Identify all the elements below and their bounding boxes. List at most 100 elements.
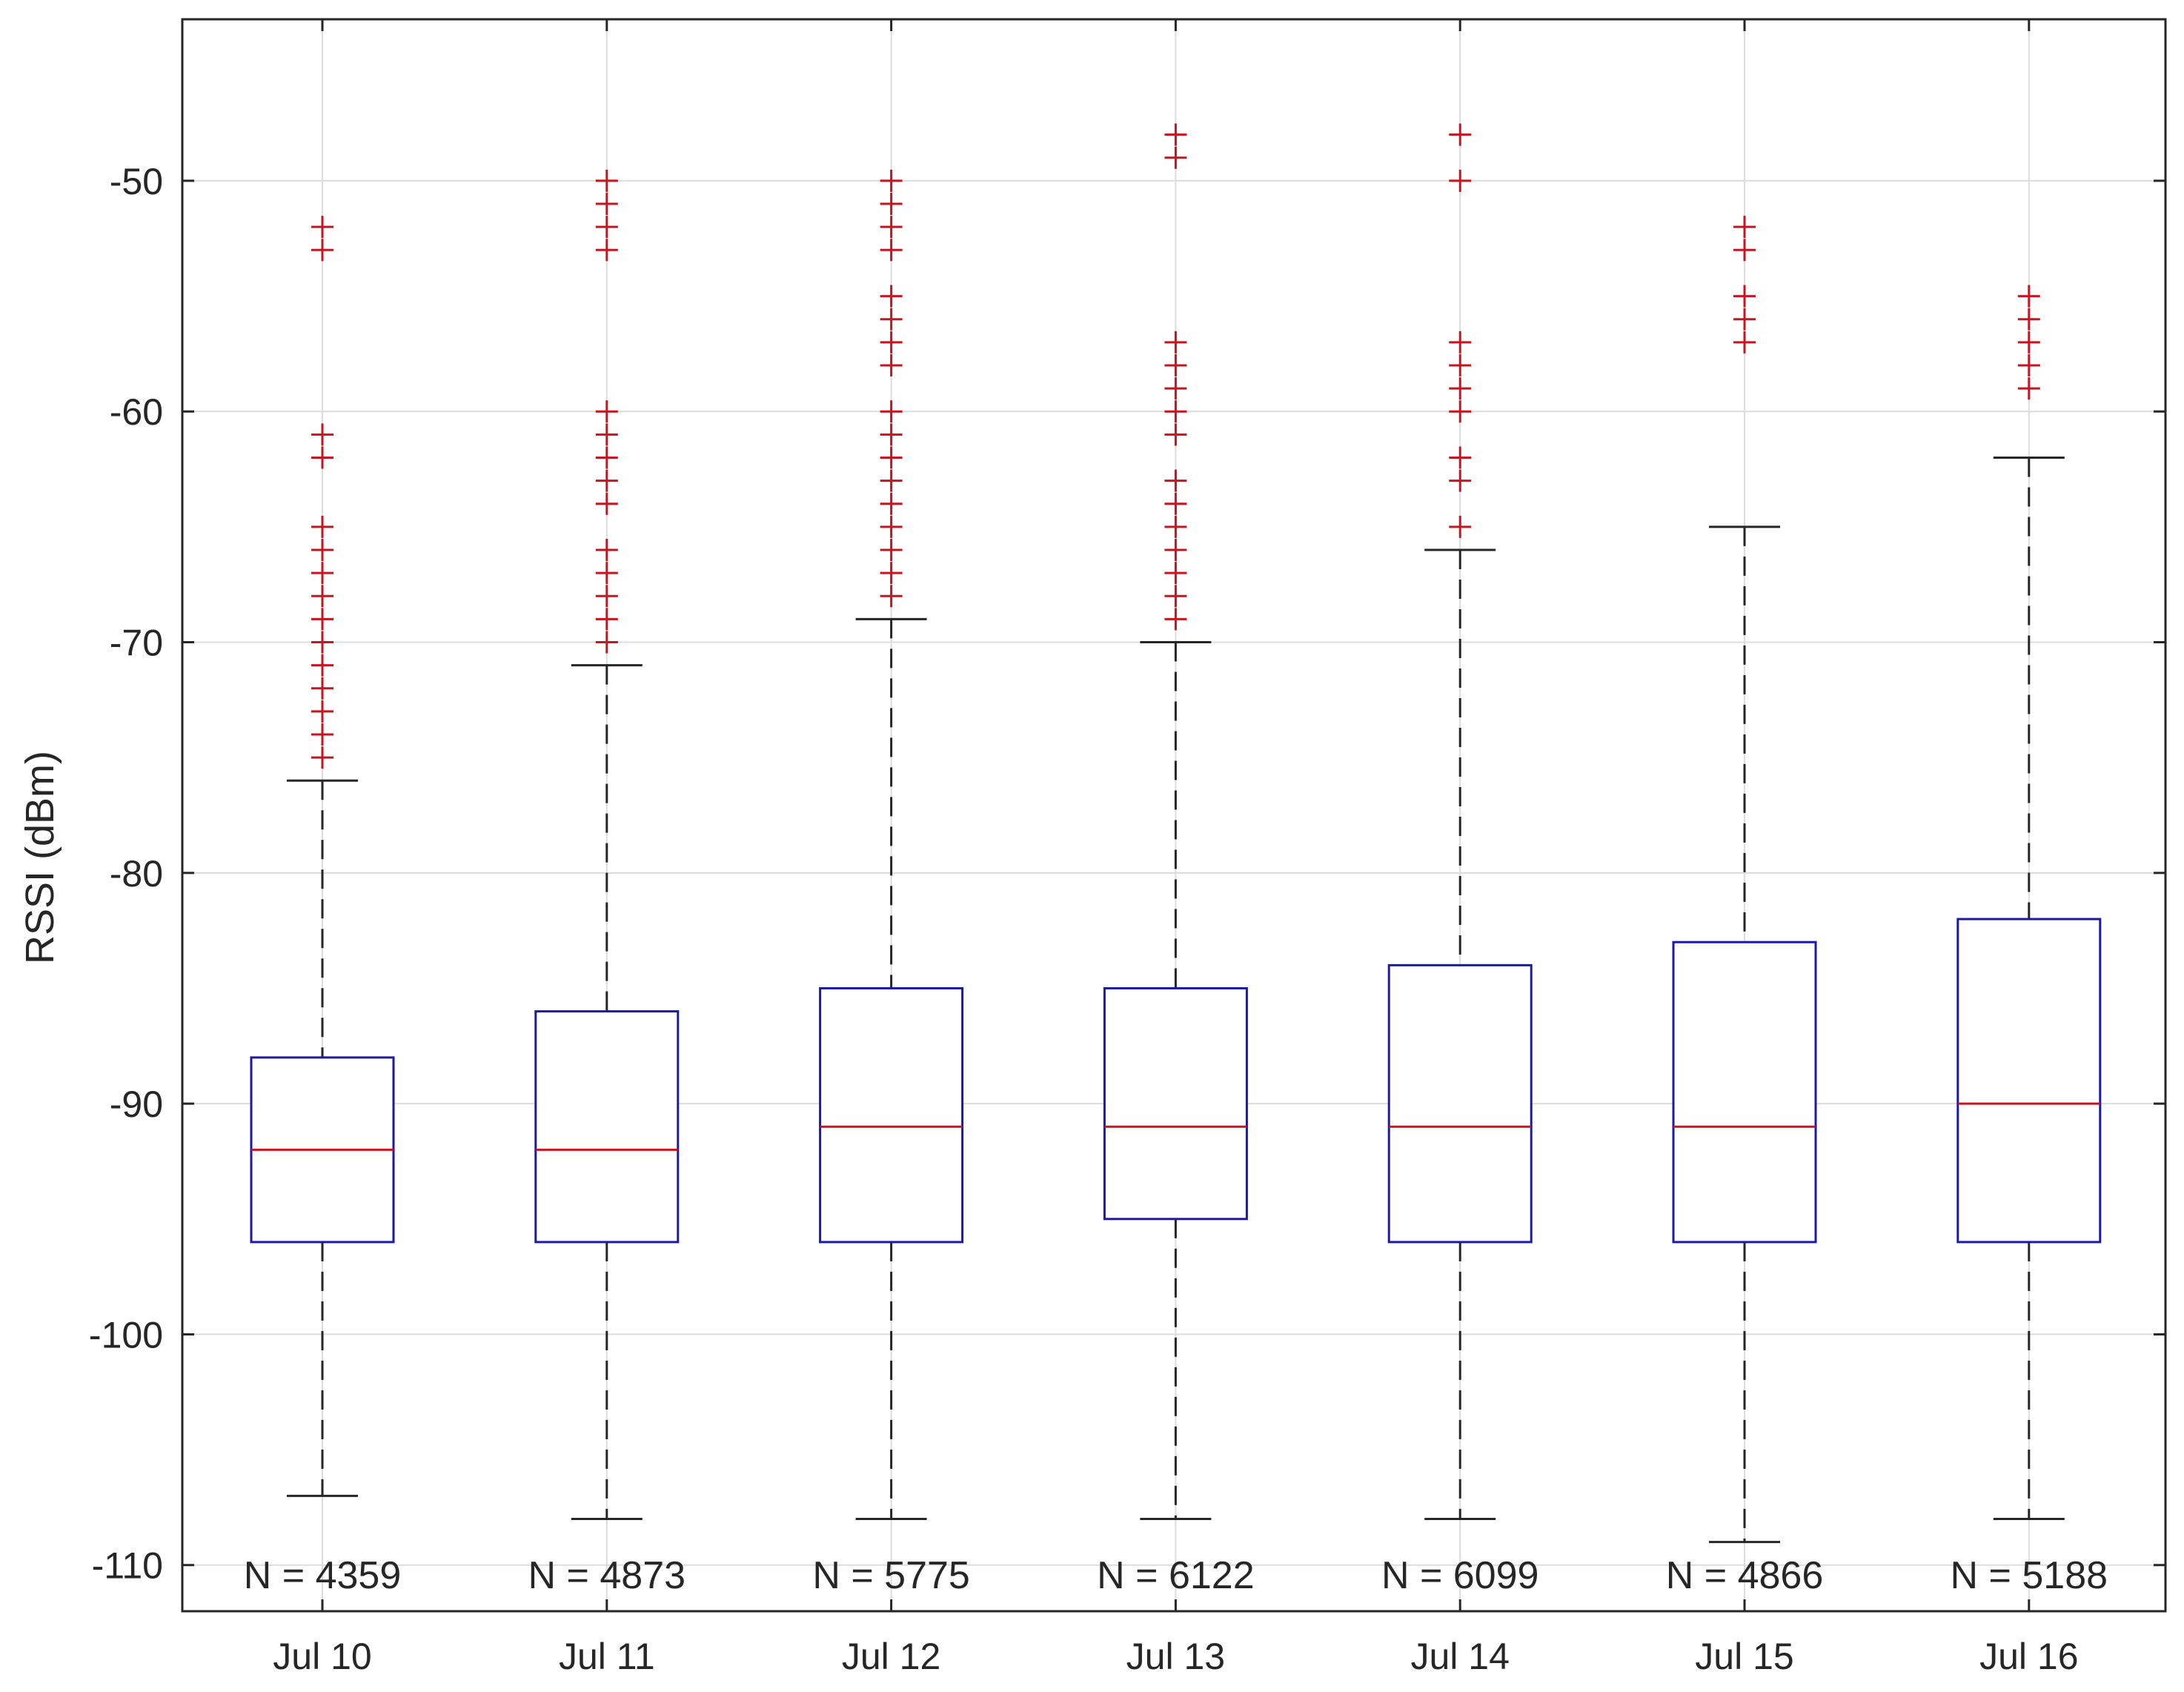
outlier-marker xyxy=(1449,469,1472,492)
outlier-marker xyxy=(1449,331,1472,354)
axis-layer: -50 -60 -70 -80 -90 -100 -110 Jul 10 Jul 11 Jul 1… xyxy=(89,19,2165,1677)
outlier-marker xyxy=(595,239,618,262)
outlier-marker xyxy=(880,193,903,216)
outlier-marker xyxy=(1164,585,1187,608)
outlier-marker xyxy=(1449,377,1472,400)
outlier-marker xyxy=(1164,377,1187,400)
box-iqr xyxy=(1387,963,1533,1244)
outlier-marker xyxy=(1164,146,1187,169)
outlier-marker xyxy=(311,539,333,561)
count-label: N = 4873 xyxy=(528,1554,686,1597)
count-label: N = 6122 xyxy=(1097,1554,1255,1597)
y-tick-label: -110 xyxy=(92,1545,163,1587)
outlier-marker xyxy=(1164,331,1187,354)
outlier-marker xyxy=(595,585,618,608)
outlier-marker xyxy=(311,654,333,677)
outlier-marker xyxy=(595,631,618,654)
outlier-marker xyxy=(311,423,333,446)
outlier-marker xyxy=(1164,469,1187,492)
x-tick-label: Jul 12 xyxy=(842,1636,940,1677)
outlier-marker xyxy=(311,239,333,262)
outlier-marker xyxy=(1733,216,1756,239)
y-tick-label: -50 xyxy=(110,161,163,202)
outlier-marker xyxy=(880,492,903,515)
y-axis-label: RSSI (dBm) xyxy=(18,751,62,964)
plot-layer: N = 4359 N = 4873 N = 5775 N = 6122 N = 6099… xyxy=(244,123,2108,1597)
x-tick-label: Jul 16 xyxy=(1979,1636,2078,1677)
outlier-marker xyxy=(2017,354,2040,376)
outlier-marker xyxy=(595,539,618,561)
outlier-marker xyxy=(880,331,903,354)
outlier-marker xyxy=(880,285,903,308)
outlier-marker xyxy=(311,700,333,723)
box-iqr xyxy=(534,1010,680,1244)
outlier-marker xyxy=(1733,308,1756,331)
outlier-marker xyxy=(1164,539,1187,561)
outlier-marker xyxy=(1164,562,1187,585)
outlier-marker xyxy=(880,216,903,239)
outlier-marker xyxy=(1164,608,1187,631)
y-tick-label: -90 xyxy=(110,1084,163,1125)
outlier-marker xyxy=(1449,400,1472,423)
outlier-marker xyxy=(595,169,618,192)
outlier-marker xyxy=(311,562,333,585)
outlier-marker xyxy=(1449,169,1472,192)
y-tick-label: -80 xyxy=(110,853,163,895)
outlier-marker xyxy=(1164,123,1187,146)
outlier-marker xyxy=(880,515,903,538)
outlier-marker xyxy=(1164,423,1187,446)
count-label: N = 6099 xyxy=(1381,1554,1539,1597)
box-iqr xyxy=(1672,940,1817,1244)
outlier-marker xyxy=(880,446,903,469)
outlier-marker xyxy=(1164,400,1187,423)
outlier-marker xyxy=(880,354,903,376)
outlier-marker xyxy=(880,239,903,262)
outlier-marker xyxy=(1449,123,1472,146)
y-tick-label: -70 xyxy=(110,623,163,664)
outlier-marker xyxy=(2017,331,2040,354)
outlier-marker xyxy=(880,308,903,331)
outlier-marker xyxy=(880,400,903,423)
outlier-marker xyxy=(2017,377,2040,400)
outlier-marker xyxy=(311,723,333,746)
y-tick-label: -100 xyxy=(89,1314,163,1356)
box-iqr xyxy=(1956,918,2102,1244)
outlier-marker xyxy=(1733,331,1756,354)
x-tick-label: Jul 14 xyxy=(1410,1636,1509,1677)
outlier-marker xyxy=(311,608,333,631)
x-tick-label: Jul 15 xyxy=(1695,1636,1793,1677)
box-iqr xyxy=(819,986,964,1244)
outlier-marker xyxy=(595,423,618,446)
outlier-marker xyxy=(1449,515,1472,538)
outlier-marker xyxy=(2017,285,2040,308)
outlier-marker xyxy=(880,539,903,561)
outlier-marker xyxy=(1733,285,1756,308)
outlier-marker xyxy=(311,746,333,769)
outlier-marker xyxy=(595,446,618,469)
outlier-marker xyxy=(880,562,903,585)
outlier-marker xyxy=(1164,515,1187,538)
x-tick-label: Jul 11 xyxy=(559,1636,655,1677)
outlier-marker xyxy=(1733,239,1756,262)
count-label: N = 4866 xyxy=(1666,1554,1824,1597)
outlier-marker xyxy=(311,631,333,654)
outlier-marker xyxy=(595,469,618,492)
outlier-marker xyxy=(880,585,903,608)
outlier-marker xyxy=(1164,492,1187,515)
outlier-marker xyxy=(311,585,333,608)
outlier-marker xyxy=(595,216,618,239)
count-label: N = 5188 xyxy=(1951,1554,2108,1597)
outlier-marker xyxy=(2017,308,2040,331)
plot-frame xyxy=(181,18,2167,1613)
outlier-marker xyxy=(595,562,618,585)
outlier-marker xyxy=(880,423,903,446)
x-tick-label: Jul 10 xyxy=(273,1636,371,1677)
outlier-marker xyxy=(880,469,903,492)
outlier-marker xyxy=(1164,354,1187,376)
outlier-marker xyxy=(595,608,618,631)
y-tick-label: -60 xyxy=(110,391,163,433)
outlier-marker xyxy=(311,677,333,700)
